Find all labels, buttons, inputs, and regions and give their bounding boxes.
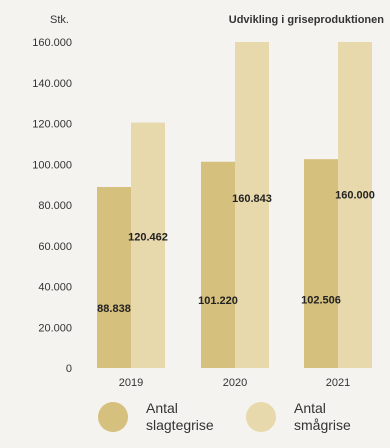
y-tick-label: 20.000 (38, 322, 72, 334)
legend: Antal slagtegrise Antal smågrise (0, 400, 390, 448)
data-label-slagtegrise: 102.506 (301, 294, 341, 306)
bar-smagrise-2021 (338, 42, 372, 368)
y-tick-label: 0 (66, 363, 72, 375)
data-label-smagrise: 160.843 (232, 193, 272, 205)
data-label-slagtegrise: 101.220 (198, 295, 238, 307)
y-axis-label: Stk. (50, 14, 69, 26)
data-label-smagrise: 160.000 (335, 189, 375, 201)
bar-smagrise-2019 (131, 122, 165, 368)
data-label-slagtegrise: 88.838 (97, 303, 131, 315)
y-tick-label: 60.000 (38, 241, 72, 253)
x-tick-label: 2020 (223, 377, 247, 389)
y-tick-label: 40.000 (38, 282, 72, 294)
x-axis-ticks: 2019 2020 2021 (119, 377, 350, 389)
y-tick-label: 140.000 (32, 78, 72, 90)
legend-swatch-slagtegrise (98, 402, 128, 432)
data-labels: 88.838 120.462 101.220 160.843 102.506 160.00… (97, 189, 375, 314)
bar-slagtegrise-2019 (97, 186, 131, 368)
bars (97, 42, 372, 368)
bar-slagtegrise-2021 (304, 159, 338, 368)
bar-smagrise-2020 (235, 42, 269, 368)
y-tick-label: 120.000 (32, 119, 72, 131)
legend-swatch-smagrise (246, 402, 276, 432)
legend-label-line1: Antal (146, 400, 178, 416)
x-tick-label: 2019 (119, 377, 143, 389)
data-label-smagrise: 120.462 (128, 231, 168, 243)
chart-title: Udvikling i griseproduktionen (229, 14, 385, 26)
legend-label-line2: slagtegrise (146, 417, 214, 433)
bar-chart: Stk. Udvikling i griseproduktionen 0 20.0… (32, 14, 385, 389)
legend-label-line1: Antal (294, 400, 326, 416)
y-tick-label: 100.000 (32, 159, 72, 171)
y-tick-label: 160.000 (32, 37, 72, 49)
legend-label-line2: smågrise (294, 417, 351, 433)
legend-item-slagtegrise: Antal slagtegrise (98, 400, 226, 434)
x-tick-label: 2021 (326, 377, 350, 389)
bar-slagtegrise-2020 (201, 161, 235, 368)
legend-item-smagrise: Antal smågrise (246, 400, 374, 434)
y-tick-label: 80.000 (38, 200, 72, 212)
y-axis-ticks: 0 20.000 40.000 60.000 80.000 100.000 120.000 1… (32, 37, 72, 375)
